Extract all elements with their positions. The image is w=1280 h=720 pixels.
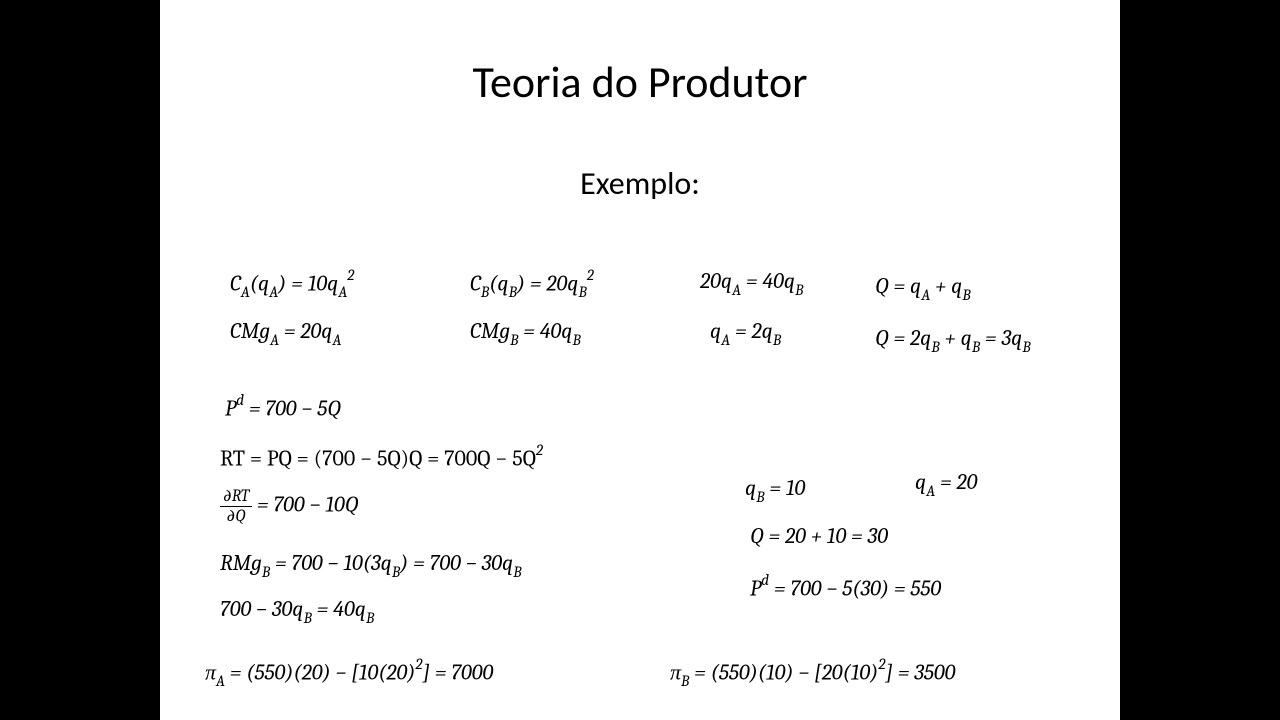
eq-CMgA: CMgA = 20qA — [230, 318, 341, 347]
eq-RT: RT = PQ = (700 − 5Q)Q = 700Q − 5Q2 — [220, 443, 543, 471]
eq-CB: CB(qB) = 20qB2 — [470, 268, 594, 300]
eq-Q-3qB: Q = 2qB + qB = 3qB — [875, 325, 1031, 354]
slide: Teoria do Produtor Exemplo: CA(qA) = 10q… — [160, 0, 1120, 720]
eq-Pd550: Pd = 700 − 5(30) = 550 — [750, 573, 941, 601]
eq-RMgB: RMgB = 700 − 10(3qB) = 700 − 30qB — [220, 550, 522, 579]
eq-CMgB: CMgB = 40qB — [470, 318, 581, 347]
eq-Q-sum: Q = qA + qB — [875, 273, 971, 302]
eq-20qA: 20qA = 40qB — [700, 268, 803, 297]
eq-700-30qB: 700 − 30qB = 40qB — [220, 596, 374, 625]
slide-title: Teoria do Produtor — [160, 55, 1120, 109]
eq-piA: πA = (550)(20) − [10(20)2] = 7000 — [205, 657, 493, 689]
eq-qB10: qB = 10 — [745, 475, 805, 504]
slide-subtitle: Exemplo: — [160, 164, 1120, 203]
eq-dRT: ∂RT∂Q = 700 − 10Q — [220, 487, 358, 526]
eq-qA20: qA = 20 — [915, 469, 977, 498]
eq-Pd: Pd = 700 − 5Q — [225, 393, 341, 421]
eq-Q30: Q = 20 + 10 = 30 — [750, 523, 888, 549]
eq-qA-2qB: qA = 2qB — [710, 318, 781, 347]
eq-piB: πB = (550)(10) − [20(10)2] = 3500 — [670, 657, 955, 689]
eq-CA: CA(qA) = 10qA2 — [230, 268, 354, 300]
